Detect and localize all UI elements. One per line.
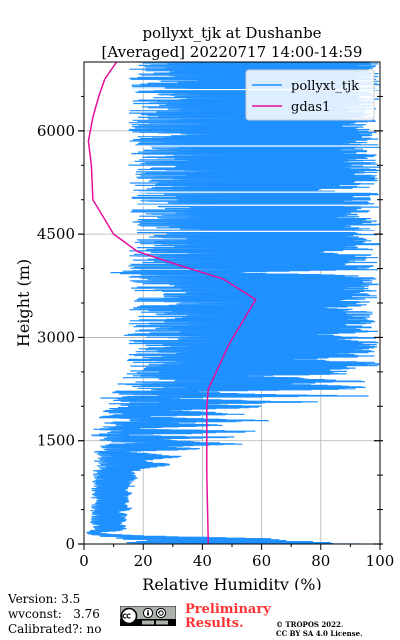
legend-box [245,69,375,121]
y-tick-label: 4500 [37,225,75,243]
cc-by-sa-icon [120,606,176,626]
preliminary-line-1: Preliminary [185,602,271,617]
x-tick-label: 0 [79,552,89,570]
copyright-notice: © TROPOS 2022. CC BY SA 4.0 License. [276,620,363,638]
legend-label: pollyxt_tjk [291,79,359,94]
y-tick-label: 0 [65,535,75,553]
wvconst-text: wvconst: 3.76 [8,607,100,621]
series-line-pollyxt-tjk [86,62,380,544]
x-axis-label: Relative Humidity (%) [142,575,321,590]
x-tick-label: 100 [366,552,395,570]
footer-meta: Version: 3.5 wvconst: 3.76 Calibrated?: … [8,592,101,637]
y-tick-label: 3000 [37,328,75,346]
calibrated-text: Calibrated?: no [8,622,102,636]
x-tick-label: 40 [193,552,212,570]
copyright-line-1: © TROPOS 2022. [276,620,344,629]
preliminary-line-2: Results. [185,616,244,631]
y-tick-label: 1500 [37,432,75,450]
chart-subtitle: [Averaged] 20220717 14:00-14:59 [102,43,363,61]
copyright-line-2: CC BY SA 4.0 License. [276,629,363,638]
y-tick-label: 6000 [37,122,75,140]
chart: pollyxt_tjk at Dushanbe[Averaged] 202207… [14,24,395,590]
version-text: Version: 3.5 [8,592,81,606]
x-tick-label: 20 [134,552,153,570]
preliminary-notice: Preliminary Results. [185,603,271,631]
x-tick-label: 80 [311,552,330,570]
legend-label: gdas1 [291,100,330,115]
x-tick-label: 60 [252,552,271,570]
chart-title: pollyxt_tjk at Dushanbe [142,24,321,42]
series-line-gdas1 [87,62,257,544]
y-axis-label: Height (m) [14,259,33,347]
